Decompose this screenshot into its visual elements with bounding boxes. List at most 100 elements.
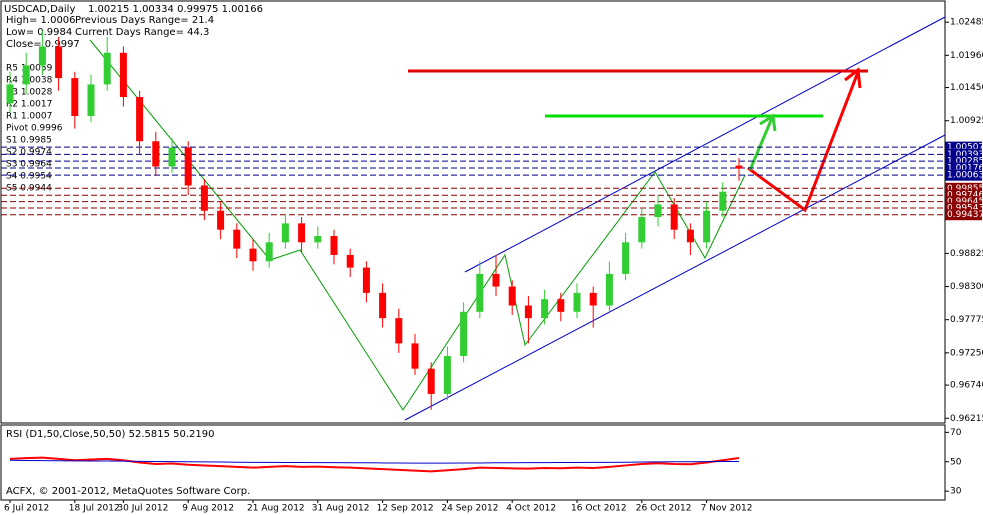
candle-body: [184, 147, 192, 186]
info: High= 1.0006: [6, 15, 76, 26]
candle-body: [605, 273, 613, 306]
symbol: USDCAD,Daily: [4, 4, 75, 15]
candle-body: [103, 52, 111, 85]
level-label: 1.00176: [947, 164, 983, 174]
candle-body: [71, 78, 79, 116]
channel-line: [404, 134, 946, 421]
rsi-tick-label: 30: [950, 487, 962, 497]
level-label: 0.99543: [947, 204, 983, 214]
candle-body: [298, 223, 306, 243]
pivot-label: R1 1.0007: [6, 112, 52, 122]
candle-body: [622, 242, 630, 274]
level-box: [945, 148, 982, 160]
price-panel: [0, 0, 946, 424]
info: Low= 0.9984: [6, 27, 72, 38]
arrow: [748, 117, 774, 171]
candle-body: [735, 165, 743, 169]
candle-body: [22, 65, 30, 85]
y-tick-label: 1.01960: [950, 51, 983, 61]
pivot-label: S4 0.9954: [6, 172, 52, 182]
candle-body: [379, 292, 387, 319]
candle-body: [217, 210, 225, 230]
arrow-head: [844, 67, 862, 89]
candle-body: [330, 236, 338, 255]
x-tick-label: 21 Aug 2012: [247, 504, 305, 514]
candle-body: [119, 52, 127, 98]
candle-body: [362, 267, 370, 293]
candle-body: [557, 299, 565, 312]
level-label: 1.00285: [947, 157, 983, 167]
footer: ACFX, © 2001-2012, MetaQuotes Software C…: [6, 486, 250, 497]
candle-body: [670, 204, 678, 230]
candle-body: [654, 204, 662, 218]
candle-body: [492, 273, 500, 287]
header-ohlc: 1.00215 1.00334 0.99975 1.00166: [88, 4, 263, 15]
candle-body: [395, 318, 403, 344]
candle-body: [200, 185, 208, 211]
candle-body: [168, 147, 176, 167]
candle-body: [6, 84, 14, 104]
y-tick-label: 0.97775: [950, 315, 983, 325]
level-box: [945, 141, 982, 153]
candle-body: [460, 311, 468, 357]
level-label: 0.99645: [947, 197, 983, 207]
candle-body: [411, 343, 419, 369]
pivot-label: R3 1.0028: [6, 88, 53, 98]
x-tick-label: 26 Oct 2012: [636, 504, 692, 514]
x-tick-label: 31 Aug 2012: [312, 504, 370, 514]
x-tick-label: 4 Oct 2012: [506, 504, 556, 514]
pivot-label: S3 0.9964: [6, 160, 52, 170]
candle-body: [443, 356, 451, 394]
candle-body: [719, 191, 727, 211]
info: Previous Days Range= 21.4: [75, 15, 214, 26]
x-tick-label: 16 Oct 2012: [571, 504, 627, 514]
level-label: 1.00393: [947, 150, 983, 160]
pivot-label: R2 1.0017: [6, 100, 52, 110]
candle-body: [314, 236, 322, 243]
candle-body: [136, 97, 144, 142]
candle-body: [55, 46, 63, 79]
x-tick-label: 6 Jul 2012: [4, 504, 49, 514]
level-label: 0.99437: [947, 210, 983, 220]
x-tick-label: 7 Nov 2012: [701, 504, 753, 514]
rsi-line: [9, 456, 740, 473]
arrow-head: [759, 113, 777, 132]
drawings: [89, 16, 946, 421]
x-tick-label: 12 Sep 2012: [377, 504, 434, 514]
level-box: [945, 202, 982, 214]
pivot-label: S2 0.9974: [6, 148, 52, 158]
x-tick-label: 24 Sep 2012: [441, 504, 498, 514]
rsi-tick-label: 70: [950, 428, 962, 438]
y-tick-label: 1.02485: [950, 18, 983, 28]
candle-body: [152, 141, 160, 167]
level-box: [945, 155, 982, 167]
candle-body: [87, 84, 95, 116]
level-label: 0.99855: [947, 184, 983, 194]
level-label: 1.00507: [947, 143, 983, 153]
pivot-label: Pivot 0.9996: [6, 124, 63, 134]
x-tick-label: 9 Aug 2012: [182, 504, 234, 514]
y-tick-label: 0.96215: [950, 414, 983, 424]
rsi-title: RSI (D1,50,Close,50,50) 52.5815 50.2190: [6, 429, 214, 440]
x-tick-label: 18 Jul 2012: [69, 504, 120, 514]
candle-body: [38, 46, 46, 66]
rsi-panel: [0, 424, 946, 501]
arrow: [747, 71, 860, 213]
info: Current Days Range= 44.3: [75, 27, 209, 38]
candle-body: [476, 273, 484, 312]
candle-body: [573, 292, 581, 312]
pivot-label: S1 0.9985: [6, 136, 52, 146]
x-tick-label: 30 Jul 2012: [117, 504, 168, 514]
candle-body: [638, 217, 646, 243]
level-box: [945, 196, 982, 208]
candle-body: [427, 368, 435, 394]
candle-body: [508, 286, 516, 306]
candle-body: [686, 229, 694, 243]
level-box: [945, 189, 982, 201]
channel-line: [464, 16, 946, 273]
rsi-tick-label: 50: [950, 457, 962, 467]
level-label: 0.99746: [947, 191, 983, 201]
